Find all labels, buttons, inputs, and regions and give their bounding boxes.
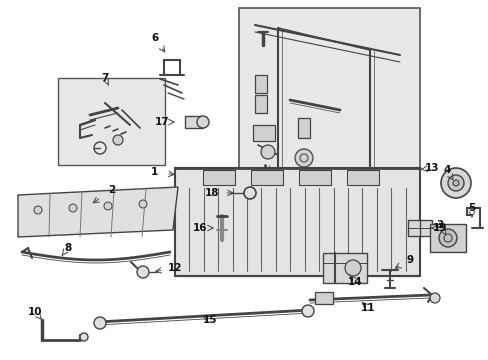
Text: 11: 11 <box>360 303 374 313</box>
Text: 14: 14 <box>347 277 362 287</box>
Circle shape <box>197 116 208 128</box>
Text: 10: 10 <box>28 307 42 317</box>
Bar <box>254 75 266 93</box>
Bar <box>323 253 366 283</box>
Circle shape <box>440 168 470 198</box>
Circle shape <box>294 149 312 167</box>
Circle shape <box>345 260 360 276</box>
Text: 18: 18 <box>204 188 219 198</box>
Text: 2: 2 <box>108 185 115 195</box>
Circle shape <box>302 305 313 317</box>
Bar <box>175 168 419 276</box>
Circle shape <box>80 333 88 341</box>
Circle shape <box>94 317 106 329</box>
Text: 19: 19 <box>432 223 446 233</box>
Text: 12: 12 <box>167 263 182 273</box>
Circle shape <box>429 293 439 303</box>
Circle shape <box>139 200 147 208</box>
Bar <box>252 125 274 141</box>
Bar <box>203 170 235 185</box>
Polygon shape <box>18 187 178 237</box>
Text: 5: 5 <box>468 203 475 213</box>
Text: 16: 16 <box>192 223 207 233</box>
Text: 1: 1 <box>150 167 157 177</box>
Circle shape <box>447 175 463 191</box>
Circle shape <box>69 204 77 212</box>
Circle shape <box>261 145 274 159</box>
Circle shape <box>443 234 451 242</box>
Bar <box>250 170 283 185</box>
Circle shape <box>438 229 456 247</box>
Text: 9: 9 <box>406 255 413 265</box>
Bar <box>298 170 330 185</box>
Text: 8: 8 <box>64 243 71 253</box>
Text: 17: 17 <box>154 117 169 127</box>
Circle shape <box>299 154 307 162</box>
Bar <box>314 292 332 304</box>
Bar <box>184 116 203 128</box>
Bar <box>254 95 266 113</box>
Bar <box>346 170 378 185</box>
Bar <box>239 8 419 205</box>
Circle shape <box>104 202 112 210</box>
Bar <box>297 118 309 138</box>
Bar <box>429 224 465 252</box>
Text: 4: 4 <box>443 165 450 175</box>
Text: 7: 7 <box>101 73 108 83</box>
Text: 6: 6 <box>151 33 158 43</box>
Circle shape <box>34 206 42 214</box>
Text: 15: 15 <box>203 315 217 325</box>
Circle shape <box>452 180 458 186</box>
Bar <box>407 220 431 236</box>
Circle shape <box>244 187 256 199</box>
Circle shape <box>113 135 123 145</box>
Bar <box>58 78 164 165</box>
Text: 13: 13 <box>424 163 438 173</box>
Circle shape <box>137 266 149 278</box>
Text: 3: 3 <box>435 220 443 230</box>
